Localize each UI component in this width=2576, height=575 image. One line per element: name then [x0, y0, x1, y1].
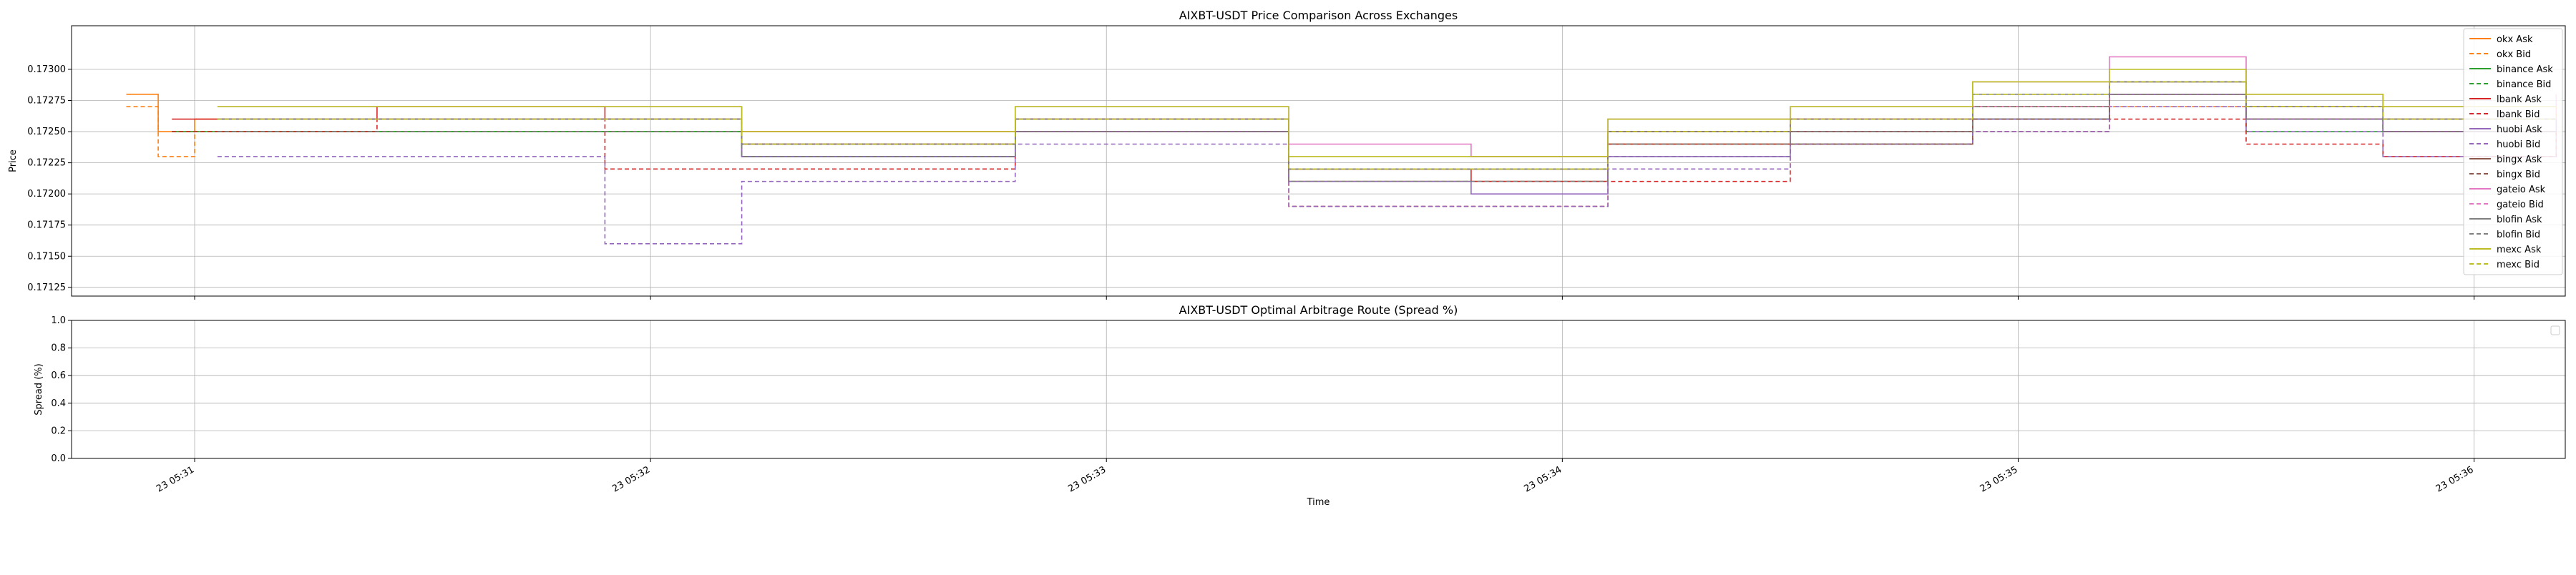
- legend-label: mexc Bid: [2497, 260, 2540, 270]
- spread-chart-title: AIXBT-USDT Optimal Arbitrage Route (Spre…: [1179, 303, 1458, 317]
- legend-label: lbank Ask: [2497, 94, 2542, 105]
- spread-y-tick-label: 0.6: [51, 370, 66, 381]
- x-tick-label: 23 05:35: [1979, 464, 2020, 494]
- x-tick-label: 23 05:34: [1523, 464, 1564, 494]
- price-y-tick-label: 0.17225: [27, 158, 66, 169]
- series-line-bingx-bid: [217, 94, 2557, 182]
- price-plot-frame: [71, 25, 2566, 297]
- price-chart-title: AIXBT-USDT Price Comparison Across Excha…: [1179, 9, 1458, 22]
- legend-label: binance Ask: [2497, 64, 2553, 75]
- legend-label: bingx Ask: [2497, 154, 2542, 165]
- legend-label: bingx Bid: [2497, 169, 2540, 180]
- series-line-binance-bid: [172, 94, 2557, 182]
- series-line-mexc-ask: [217, 69, 2557, 157]
- x-tick-label: 23 05:33: [1066, 464, 1108, 494]
- price-y-axis-label: Price: [8, 149, 19, 172]
- legend-label: gateio Ask: [2497, 185, 2546, 195]
- axes-layer: 0.17125 0.17150 0.17175 0.17200 0.17225 0.172…: [27, 25, 2566, 495]
- x-axis-label: Time: [1307, 497, 1330, 508]
- x-tick-label: 23 05:31: [155, 464, 196, 494]
- price-y-tick-label: 0.17300: [27, 64, 66, 75]
- spread-legend-box: [2550, 325, 2560, 335]
- series-line-bingx-ask: [217, 81, 2557, 170]
- series-layer: [126, 56, 2557, 245]
- price-y-tick-label: 0.17150: [27, 251, 66, 262]
- legend: okx Ask okx Bid binance Ask binance Bid lban…: [2463, 28, 2563, 335]
- price-y-tick-label: 0.17175: [27, 220, 66, 231]
- spread-y-tick-label: 0.8: [51, 343, 66, 354]
- legend-box: [2463, 28, 2563, 275]
- x-tick-label: 23 05:36: [2434, 464, 2476, 494]
- legend-label: blofin Ask: [2497, 215, 2542, 225]
- spread-y-tick-label: 0.0: [51, 453, 66, 464]
- spread-y-tick-label: 0.2: [51, 426, 66, 436]
- legend-label: okx Ask: [2497, 34, 2533, 45]
- price-y-tick-label: 0.17250: [27, 127, 66, 137]
- series-line-mexc-bid: [217, 81, 2557, 170]
- legend-label: blofin Bid: [2497, 230, 2540, 240]
- spread-plot-frame: [71, 320, 2566, 459]
- legend-label: okx Bid: [2497, 49, 2531, 60]
- spread-y-axis-label: Spread (%): [34, 363, 44, 415]
- series-line-blofin-bid: [217, 94, 2557, 182]
- legend-label: binance Bid: [2497, 79, 2551, 90]
- price-y-tick-label: 0.17125: [27, 282, 66, 293]
- series-line-lbank-bid: [172, 118, 2557, 207]
- series-line-gateio-bid: [217, 81, 2557, 170]
- price-y-tick-label: 0.17275: [27, 96, 66, 107]
- legend-label: huobi Bid: [2497, 139, 2540, 150]
- legend-label: lbank Bid: [2497, 109, 2540, 120]
- legend-label: huobi Ask: [2497, 124, 2542, 135]
- series-line-huobi-bid: [217, 106, 2557, 245]
- x-tick-label: 23 05:32: [610, 464, 652, 494]
- grid-layer: [72, 26, 2565, 459]
- legend-label: gateio Bid: [2497, 200, 2544, 210]
- legend-label: mexc Ask: [2497, 245, 2542, 255]
- spread-y-tick-label: 1.0: [51, 315, 66, 326]
- series-line-blofin-ask: [217, 81, 2557, 170]
- price-y-tick-label: 0.17200: [27, 189, 66, 200]
- spread-y-tick-label: 0.4: [51, 398, 66, 409]
- series-line-lbank-ask: [172, 94, 2557, 182]
